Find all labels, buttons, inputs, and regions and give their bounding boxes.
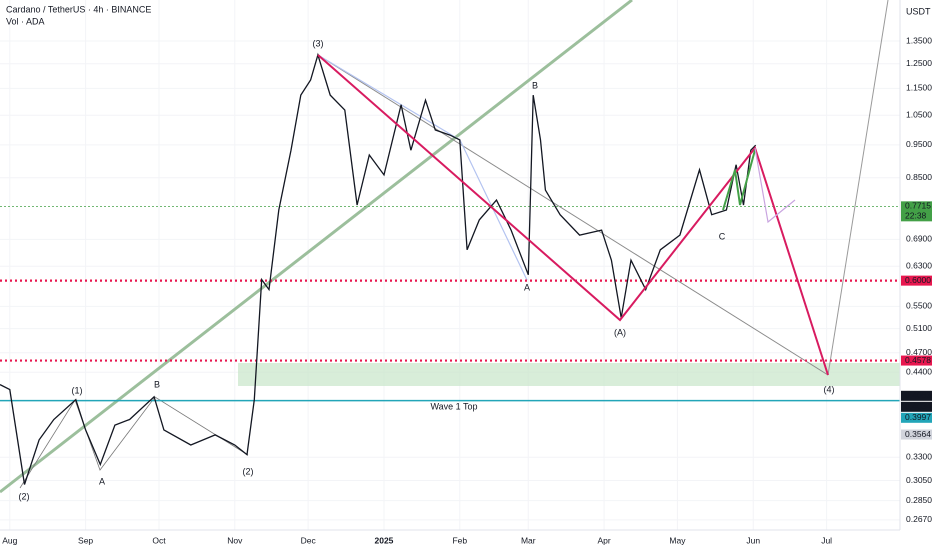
y-tick-label: 1.3500 xyxy=(906,35,932,45)
wave-line xyxy=(19,396,249,489)
x-tick-label: Sep xyxy=(78,535,93,545)
wave-label: B xyxy=(154,379,160,389)
x-tick-label: Feb xyxy=(452,535,467,545)
wave-label: B xyxy=(532,80,538,90)
projection xyxy=(754,147,796,224)
chart-subtitle: Vol · ADA xyxy=(6,16,45,26)
price-tag-time: 22:38 xyxy=(905,211,927,221)
y-tick-label: 0.2850 xyxy=(906,495,932,505)
price-tag xyxy=(901,401,932,412)
y-tick-label: 0.2670 xyxy=(906,514,932,524)
annotations: (1) (2) (3) (A) (4) A B A B C Wave 1 Top (2) xyxy=(19,38,835,501)
x-tick-label: Oct xyxy=(152,535,166,545)
wave-label: (4) xyxy=(824,384,835,394)
price-tag-label: 0.6000 xyxy=(905,275,931,285)
price-tag-label: 0.4034 xyxy=(905,401,931,411)
chart-title: Cardano / TetherUS · 4h · BINANCE xyxy=(6,4,151,14)
y-tick-label: 0.9500 xyxy=(906,139,932,149)
axis-unit: USDT xyxy=(906,6,931,16)
price-tag xyxy=(901,275,932,286)
x-tick-label: 2025 xyxy=(375,535,394,545)
price-tag-label: 0.3997 xyxy=(905,412,931,422)
wave-label: (3) xyxy=(313,38,324,48)
demand-zone xyxy=(238,363,900,386)
price-tag xyxy=(901,355,932,366)
elliott-wave xyxy=(317,54,829,376)
wave-label: C xyxy=(719,231,726,241)
price-tag xyxy=(901,412,932,423)
y-tick-label: 0.4700 xyxy=(906,347,932,357)
y-tick-label: 1.2500 xyxy=(906,58,932,68)
x-tick-label: Jun xyxy=(746,535,760,545)
price xyxy=(0,52,757,485)
wave-label: A xyxy=(524,282,530,292)
y-tick-label: 0.5100 xyxy=(906,323,932,333)
wave-label: (2) xyxy=(19,491,30,501)
x-tick-label: May xyxy=(669,535,686,545)
x-tick-label: Mar xyxy=(521,535,536,545)
wave-label: Wave 1 Top xyxy=(430,401,477,411)
wave-label: (A) xyxy=(614,327,626,337)
y-tick-label: 0.3050 xyxy=(906,475,932,485)
grid xyxy=(0,0,900,530)
y-tick-label: 0.6300 xyxy=(906,260,932,270)
price-tag xyxy=(901,429,932,440)
y-tick-label: 0.3300 xyxy=(906,452,932,462)
x-tick-label: Jul xyxy=(821,535,832,545)
y-tick-label: 0.8500 xyxy=(906,172,932,182)
y-tick-label: 1.0500 xyxy=(906,110,932,120)
wave-label: (1) xyxy=(72,385,83,395)
wave-line xyxy=(317,54,829,376)
projection-line xyxy=(827,0,889,376)
price-tag-label: 0.7715 xyxy=(905,201,931,211)
x-tick-label: Nov xyxy=(227,535,243,545)
x-tick-label: Apr xyxy=(597,535,610,545)
price-line xyxy=(0,52,757,485)
y-tick-label: 1.1500 xyxy=(906,83,932,93)
x-tick-label: Aug xyxy=(2,535,17,545)
price-tag-label: 0.3564 xyxy=(905,429,931,439)
price-tag-label: 0.4063 xyxy=(905,390,931,400)
y-tick-label: 0.5500 xyxy=(906,301,932,311)
sub-wave xyxy=(722,149,756,211)
y-tick-label: 0.6900 xyxy=(906,234,932,244)
wave-label: A xyxy=(99,476,105,486)
y-tick-label: 0.4400 xyxy=(906,367,932,377)
x-tick-label: Dec xyxy=(301,535,317,545)
wave-label: (2) xyxy=(243,466,254,476)
trend-channel xyxy=(0,0,633,494)
price-tag xyxy=(901,201,932,222)
axes: 1.3500 1.2500 1.1500 1.0500 0.9500 0.8500 0.69… xyxy=(2,35,932,545)
price-tag-label: 0.4578 xyxy=(905,355,931,365)
price-tag xyxy=(901,390,932,401)
